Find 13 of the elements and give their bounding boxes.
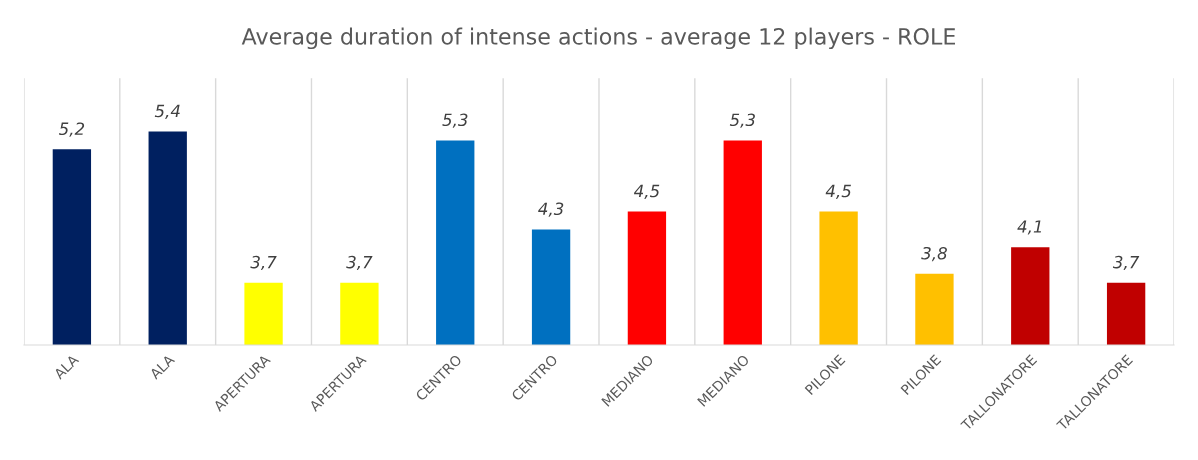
data-label: 3,7 <box>1112 255 1140 271</box>
data-label: 4,1 <box>1017 220 1042 235</box>
data-label: 4,5 <box>825 184 851 199</box>
data-label: 4,3 <box>538 202 564 217</box>
data-label: 3,7 <box>346 255 373 271</box>
data-label: 4,5 <box>633 184 660 199</box>
data-label: 5,4 <box>154 104 180 119</box>
data-label: 5,3 <box>442 113 468 128</box>
data-label: 3,7 <box>250 255 277 271</box>
chart-title: Average duration of intense actions - average 12 players - ROLE <box>241 27 955 50</box>
data-label: 3,8 <box>921 246 947 262</box>
data-label: 5,3 <box>729 113 755 128</box>
data-label: 5,2 <box>58 122 85 137</box>
